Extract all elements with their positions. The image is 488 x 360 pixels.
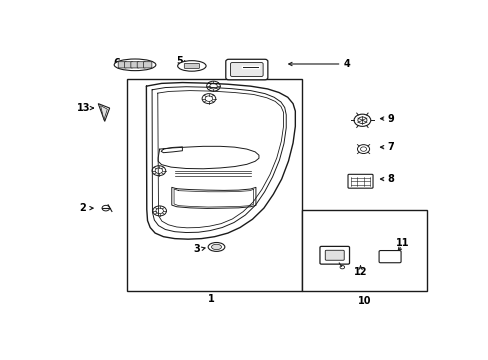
Text: 6: 6: [114, 58, 121, 68]
Ellipse shape: [114, 59, 156, 71]
FancyBboxPatch shape: [143, 62, 152, 68]
FancyBboxPatch shape: [118, 62, 126, 68]
Text: 9: 9: [386, 114, 393, 123]
FancyBboxPatch shape: [131, 62, 139, 68]
Bar: [127, 79, 301, 291]
Text: 1: 1: [207, 294, 214, 304]
FancyBboxPatch shape: [225, 59, 267, 80]
Text: 11: 11: [395, 238, 408, 248]
FancyBboxPatch shape: [378, 251, 400, 263]
Text: 7: 7: [386, 142, 393, 152]
Text: 10: 10: [357, 296, 370, 306]
FancyBboxPatch shape: [325, 250, 344, 260]
Text: 3: 3: [193, 244, 200, 254]
Text: 8: 8: [386, 174, 393, 184]
FancyBboxPatch shape: [230, 63, 263, 77]
FancyBboxPatch shape: [347, 174, 372, 188]
Text: 13: 13: [77, 103, 90, 113]
Ellipse shape: [177, 61, 205, 71]
Text: 5: 5: [176, 56, 183, 66]
Text: 4: 4: [343, 59, 350, 69]
Ellipse shape: [208, 243, 224, 251]
Text: 2: 2: [80, 203, 86, 213]
FancyBboxPatch shape: [137, 62, 145, 68]
Polygon shape: [98, 104, 109, 121]
FancyBboxPatch shape: [184, 63, 199, 68]
FancyBboxPatch shape: [124, 62, 133, 68]
Text: 12: 12: [353, 267, 366, 277]
FancyBboxPatch shape: [319, 246, 349, 264]
Polygon shape: [101, 105, 107, 120]
Bar: [301, 210, 426, 291]
Ellipse shape: [211, 244, 221, 249]
